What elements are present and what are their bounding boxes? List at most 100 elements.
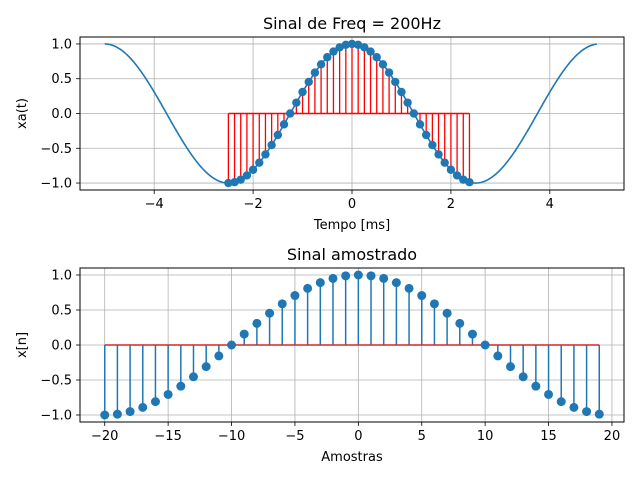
stem-marker [421,130,431,140]
stem-marker [397,87,406,97]
top-y-axis-label: xa(t) [15,98,30,129]
stem-marker [409,109,419,118]
x-tick-label: −15 [154,429,181,444]
y-tick-label: 1.0 [51,269,72,284]
bottom-chart-title: Sinal amostrado [287,245,417,264]
stem-marker [201,362,211,372]
stem-marker [304,77,313,87]
stem-marker [267,140,276,150]
stem-marker [224,178,233,188]
stem-marker [138,402,148,412]
stem-marker [150,397,160,407]
stem-marker [255,158,264,167]
y-tick-label: 0.0 [51,107,72,122]
stem-marker [506,362,516,372]
y-tick-label: 0.0 [51,339,72,354]
stem-marker [315,278,325,288]
stem-marker [163,389,173,399]
x-tick-label: −20 [91,429,118,444]
stem-marker [379,273,389,283]
y-tick-label: −1.0 [40,409,72,424]
stem-marker [434,150,443,159]
x-tick-label: −5 [285,429,304,444]
x-tick-label: 15 [540,429,557,444]
stem-marker [442,308,452,318]
y-tick-label: 0.5 [51,304,72,319]
y-tick-label: 1.0 [51,37,72,52]
stem-marker [360,43,369,52]
stem-marker [455,318,465,328]
stem-marker [265,308,275,318]
stem-marker [391,278,401,288]
plot-marks [104,39,597,188]
stem-marker [188,372,198,382]
y-tick-label: 0.5 [51,72,72,87]
stem-marker [100,410,110,420]
stem-marker [569,402,579,412]
x-tick-label: 0 [348,197,356,212]
stem-marker [261,150,270,159]
stem-marker [594,409,604,419]
stem-marker [384,68,394,77]
stem-marker [440,158,449,167]
x-tick-label: 5 [418,429,426,444]
stem-marker [378,60,388,69]
stem-marker [252,318,262,328]
stem-marker [353,270,363,280]
stem-marker [328,273,338,283]
stem-marker [582,407,592,417]
plot-marks [100,270,604,420]
stem-marker [403,98,412,107]
stem-marker [544,389,554,399]
bottom-ticks: −20 −15 −10 −5 0 5 10 15 20 −1.0 −0.5 0.0 0.5 1.0 [40,269,620,445]
y-tick-label: −0.5 [40,374,72,389]
stem-marker [298,87,307,97]
bottom-subplot: −20 −15 −10 −5 0 5 10 15 20 −1.0 −0.5 0.0 0.5 1.0 Sin… [15,245,625,465]
stem-marker [239,329,249,339]
stem-marker [176,381,186,391]
stem-marker [465,178,474,187]
stem-marker [452,171,462,180]
stem-marker [236,175,245,184]
top-plot-area [104,39,597,188]
x-tick-label: −4 [145,197,164,212]
stem-marker [415,120,425,129]
stem-marker [112,409,122,419]
top-subplot: −4 −2 0 2 4 −1.0 −0.5 0.0 0.5 1.0 Sinal de Freq =… [15,14,625,233]
y-tick-label: −0.5 [40,142,72,157]
stem-marker [341,40,351,49]
top-x-axis-label: Tempo [ms] [313,218,390,233]
stem-marker [248,165,258,174]
stem-marker [429,299,439,309]
x-tick-label: 10 [477,429,494,444]
stem-marker [467,329,477,339]
stem-marker [531,381,541,391]
stem-marker [372,53,381,62]
stem-marker [279,120,289,129]
stem-marker [329,47,338,56]
stem-marker [242,171,252,180]
y-tick-label: −1.0 [40,177,72,192]
top-ticks: −4 −2 0 2 4 −1.0 −0.5 0.0 0.5 1.0 [40,37,554,212]
stem-marker [316,60,326,69]
stem-marker [366,47,375,56]
x-tick-label: −2 [244,197,263,212]
stem-marker [285,109,295,118]
stem-marker [556,397,566,407]
stem-marker [323,53,332,62]
bottom-plot-area [100,270,604,420]
x-tick-label: −10 [218,429,245,444]
stem-marker [347,39,357,49]
stem-marker [341,271,351,281]
stem-marker [310,68,320,77]
stem-marker [417,291,427,301]
stem-marker [428,140,437,150]
bottom-x-axis-label: Amostras [321,450,383,465]
stem-marker [125,407,135,417]
top-chart-title: Sinal de Freq = 200Hz [263,14,441,33]
bottom-y-axis-label: x[n] [15,332,30,358]
stem-marker [366,271,376,281]
stem-marker [493,351,503,361]
